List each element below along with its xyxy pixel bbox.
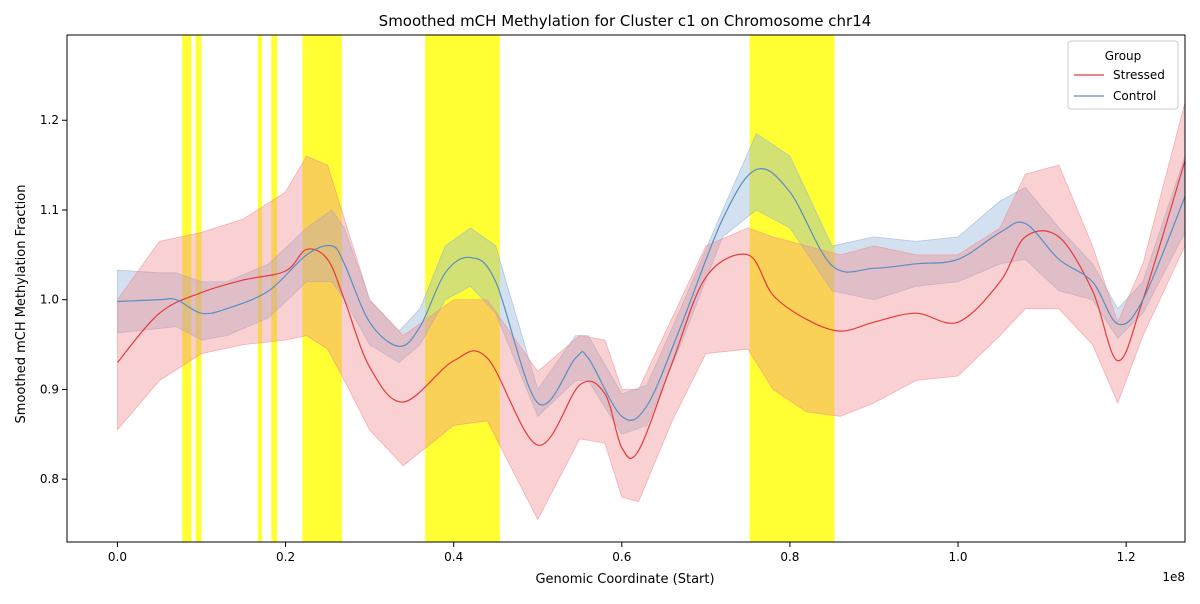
series-line-stressed [116, 160, 1186, 459]
x-tick-label: 0.8 [780, 550, 799, 564]
series-line-control [117, 168, 1186, 421]
highlight-region [302, 35, 342, 542]
highlight-regions [182, 35, 835, 542]
legend-label-control: Control [1113, 89, 1156, 103]
x-tick-label: 1.2 [1117, 550, 1136, 564]
legend-label-stressed: Stressed [1113, 68, 1165, 82]
y-axis-label: Smoothed mCH Methylation Fraction [14, 185, 29, 424]
x-tick-label: 0.4 [444, 550, 463, 564]
highlight-region [195, 35, 202, 542]
x-tick-label: 0.2 [276, 550, 295, 564]
legend: Group Stressed Control [1067, 40, 1179, 110]
x-tick-label: 0.6 [612, 550, 631, 564]
band-stressed [117, 102, 1186, 521]
highlight-region [257, 35, 263, 542]
plot-frame [66, 34, 1186, 543]
y-tick-label: 1.1 [40, 203, 59, 217]
series-lines [116, 160, 1186, 459]
x-axis: 0.0 0.2 0.4 0.6 0.8 1.0 1.2 [108, 542, 1136, 564]
highlight-region [749, 35, 835, 542]
confidence-bands [117, 102, 1186, 521]
x-tick-label: 0.0 [108, 550, 127, 564]
x-tick-label: 1.0 [948, 550, 967, 564]
y-tick-label: 0.8 [40, 472, 59, 486]
chart-title: Smoothed mCH Methylation for Cluster c1 … [379, 12, 872, 30]
highlight-region [271, 35, 278, 542]
highlight-region [182, 35, 192, 542]
legend-title: Group [1105, 49, 1142, 63]
y-tick-label: 1.0 [40, 293, 59, 307]
x-axis-offset-label: 1e8 [1162, 570, 1185, 584]
y-axis: 0.8 0.9 1.0 1.1 1.2 [40, 113, 67, 486]
legend-box [1067, 40, 1179, 110]
y-tick-label: 1.2 [40, 113, 59, 127]
x-axis-label: Genomic Coordinate (Start) [535, 572, 714, 587]
y-tick-label: 0.9 [40, 382, 59, 396]
